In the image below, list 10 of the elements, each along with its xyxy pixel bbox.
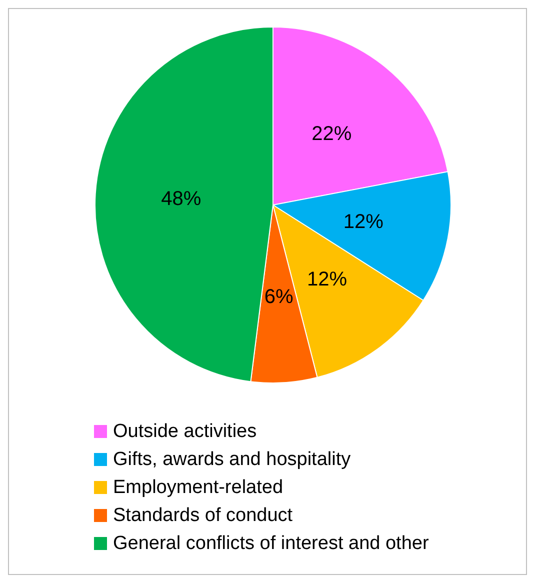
legend-label: Standards of conduct — [113, 505, 294, 526]
data-label: 22% — [312, 123, 352, 146]
legend-label: Employment-related — [113, 477, 284, 498]
data-label: 6% — [264, 286, 294, 308]
data-label: 12% — [343, 211, 384, 234]
data-label: 48% — [161, 188, 202, 210]
data-label: 12% — [307, 268, 348, 290]
legend-label: Outside activities — [113, 421, 257, 442]
legend-label: General conflicts of interest and other — [113, 533, 430, 554]
legend-label: Gifts, awards and hospitality — [113, 449, 352, 470]
